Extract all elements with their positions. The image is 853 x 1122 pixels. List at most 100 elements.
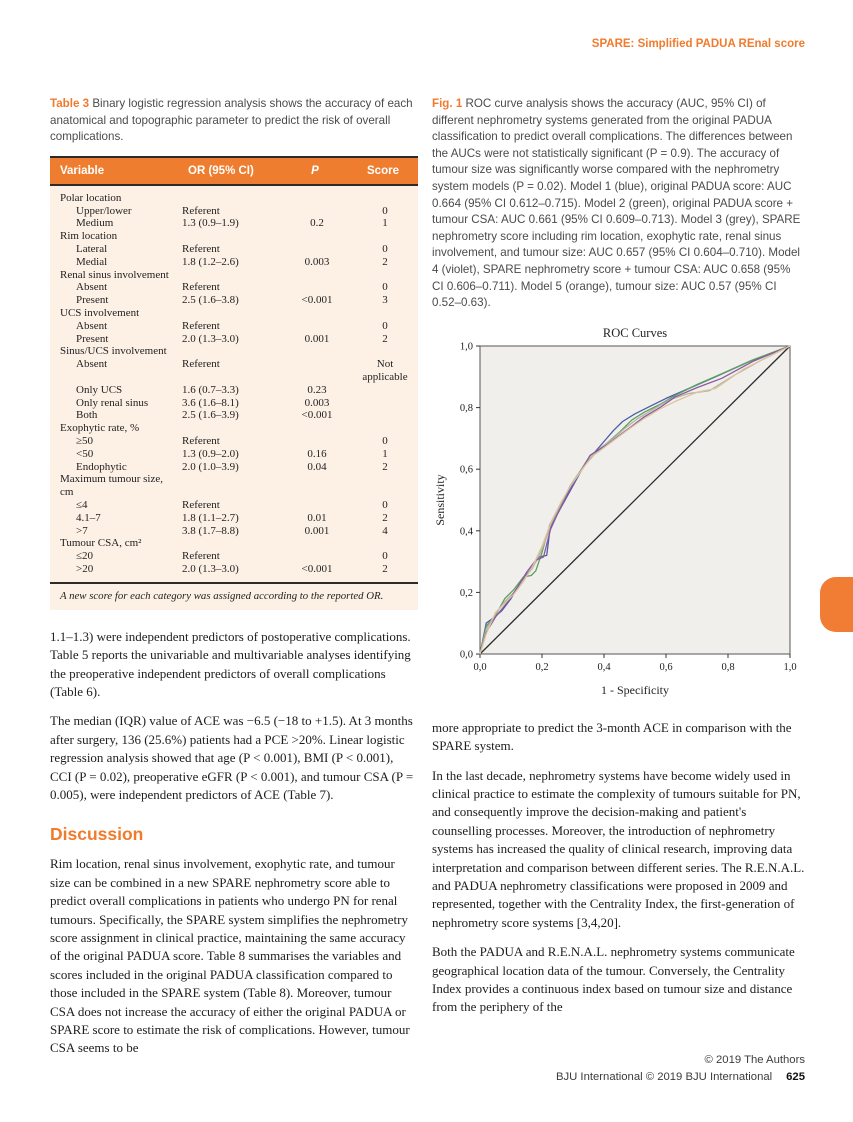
svg-text:0,4: 0,4 [597, 662, 611, 673]
cell-or: 1.3 (0.9–1.9) [182, 217, 239, 230]
svg-text:1,0: 1,0 [783, 662, 796, 673]
cell-p [282, 473, 352, 499]
cell-variable: Lateral [76, 242, 108, 255]
table3-caption-text: Binary logistic regression analysis show… [50, 97, 413, 144]
cell-score: 2 [382, 562, 388, 575]
cell-variable: ≤4 [76, 498, 88, 511]
cell-score: Not applicable [362, 358, 408, 383]
col-header-variable: Variable [50, 155, 178, 186]
cell-p [282, 422, 352, 435]
cell-p: 0.003 [304, 396, 330, 409]
table-row: Upper/lower Referent 0 [50, 205, 418, 218]
table-row: >20 2.0 (1.3–3.0) <0.001 2 [50, 563, 418, 583]
cell-p: 0.23 [307, 383, 327, 396]
cell-variable: Exophytic rate, % [60, 422, 140, 435]
cell-or [178, 307, 282, 320]
cell-or: Referent [182, 242, 220, 255]
cell-score [352, 537, 418, 550]
cell-score [352, 307, 418, 320]
fig1-caption: Fig. 1 ROC curve analysis shows the accu… [432, 96, 805, 312]
table-row: Both 2.5 (1.6–3.9) <0.001 [50, 409, 418, 422]
cell-variable: >7 [76, 524, 88, 537]
cell-or: Referent [182, 498, 220, 511]
cell-or: Referent [182, 281, 220, 294]
table-row: Lateral Referent 0 [50, 243, 418, 256]
svg-text:0,6: 0,6 [659, 662, 672, 673]
cell-p: 0.04 [307, 460, 327, 473]
cell-p [282, 435, 352, 448]
svg-text:0,0: 0,0 [460, 649, 473, 660]
cell-variable: Both [76, 409, 98, 422]
col-header-or: OR (95% CI) [178, 155, 282, 186]
col-header-score: Score [352, 155, 418, 186]
cell-variable: ≥50 [76, 434, 94, 447]
page-number: 625 [786, 1070, 805, 1083]
cell-variable: Present [76, 294, 109, 307]
cell-p: 0.001 [304, 524, 330, 537]
table-row: ≤4 Referent 0 [50, 499, 418, 512]
fig1-caption-text: ROC curve analysis shows the accuracy (A… [432, 97, 801, 310]
cell-variable: Only UCS [76, 383, 123, 396]
table-row: Present 2.0 (1.3–3.0) 0.001 2 [50, 333, 418, 346]
cell-p [282, 307, 352, 320]
cell-p [282, 243, 352, 256]
svg-text:0,2: 0,2 [535, 662, 548, 673]
table3-footnote-text: A new score for each category was assign… [50, 581, 418, 610]
table-row: Medial 1.8 (1.2–2.6) 0.003 2 [50, 256, 418, 269]
cell-or: 3.6 (1.6–8.1) [182, 396, 239, 409]
cell-or: 3.8 (1.7–8.8) [182, 524, 239, 537]
cell-score [352, 397, 418, 410]
cell-p: 0.01 [307, 511, 327, 524]
svg-text:0,6: 0,6 [460, 464, 473, 475]
cell-variable: Absent [76, 281, 108, 294]
cell-or [178, 473, 282, 499]
cell-p [282, 269, 352, 282]
cell-or: 1.6 (0.7–3.3) [182, 383, 239, 396]
cell-score: 0 [382, 281, 388, 294]
cell-or [178, 269, 282, 282]
cell-variable: Polar location [60, 191, 122, 204]
cell-score: 0 [382, 550, 388, 563]
cell-or: Referent [182, 434, 220, 447]
cell-or: 1.8 (1.2–2.6) [182, 255, 239, 268]
cell-or: 2.0 (1.3–3.0) [182, 562, 239, 575]
cell-variable: Only renal sinus [76, 396, 149, 409]
section-thumb-tab [820, 577, 853, 632]
svg-text:0,8: 0,8 [460, 403, 473, 414]
table-row: ≤20 Referent 0 [50, 550, 418, 563]
cell-score: 0 [382, 242, 388, 255]
svg-text:0,0: 0,0 [473, 662, 486, 673]
table-group-row: Rim location [50, 230, 418, 243]
body-paragraph: Rim location, renal sinus involvement, e… [50, 856, 410, 1056]
cell-p [282, 345, 352, 358]
col-header-p: P [282, 155, 352, 186]
cell-or: Referent [182, 204, 220, 217]
section-heading-discussion: Discussion [50, 824, 144, 845]
body-paragraph: The median (IQR) value of ACE was −6.5 (… [50, 713, 414, 802]
cell-variable: Sinus/UCS involvement [60, 345, 167, 358]
table-row: Absent Referent 0 [50, 320, 418, 333]
fig1-caption-label: Fig. 1 [432, 97, 463, 110]
svg-text:ROC Curves: ROC Curves [603, 326, 667, 340]
cell-p [282, 205, 352, 218]
table3-footnote-row: A new score for each category was assign… [50, 581, 418, 610]
cell-score: 3 [382, 294, 388, 307]
cell-variable: Present [76, 332, 109, 345]
svg-text:1 - Specificity: 1 - Specificity [601, 683, 669, 697]
cell-score: 0 [382, 498, 388, 511]
cell-score: 0 [382, 319, 388, 332]
cell-variable: UCS involvement [60, 306, 140, 319]
cell-p: 0.2 [310, 217, 324, 230]
table-row: Absent Referent 0 [50, 281, 418, 294]
left-column: Table 3 Binary logistic regression analy… [50, 96, 418, 1069]
cell-score: 2 [382, 255, 388, 268]
cell-or: 2.5 (1.6–3.9) [182, 409, 239, 422]
cell-variable: Medium [76, 217, 114, 230]
cell-variable: Upper/lower [76, 204, 132, 217]
cell-variable: Maximum tumour size, cm [60, 473, 163, 499]
cell-variable: 4.1–7 [76, 511, 101, 524]
cell-variable: <50 [76, 447, 94, 460]
cell-score [352, 185, 418, 205]
table-group-row: Tumour CSA, cm² [50, 537, 418, 550]
cell-p: <0.001 [301, 409, 333, 422]
